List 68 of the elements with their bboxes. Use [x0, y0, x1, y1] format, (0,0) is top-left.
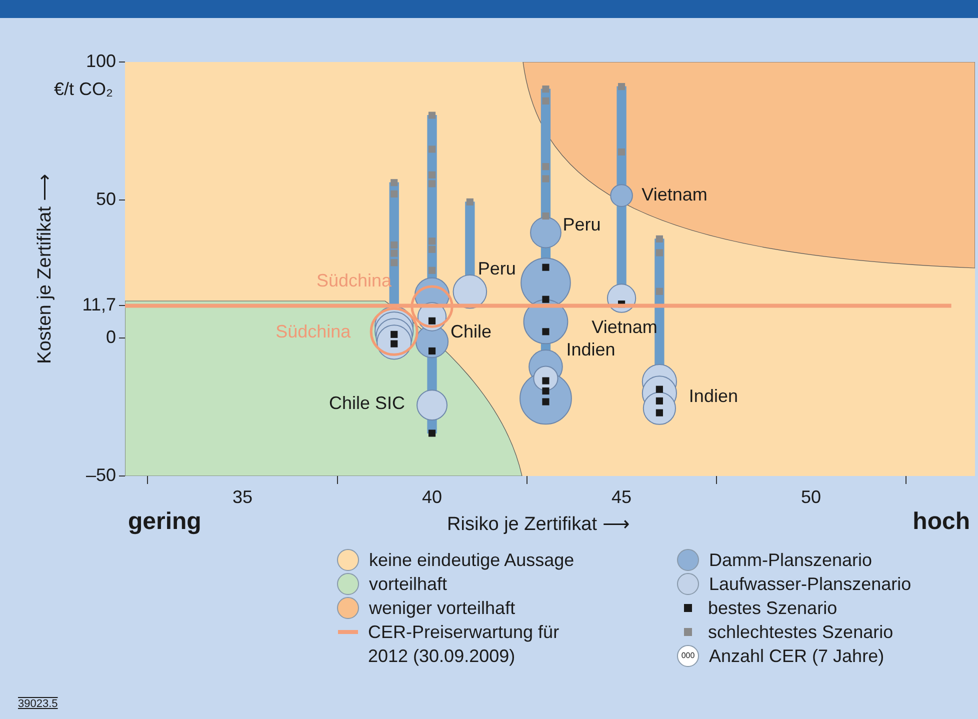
text: hoch: [912, 508, 970, 536]
point: [542, 387, 550, 395]
text: 39023.5: [18, 698, 58, 710]
legend-label: bestes Szenario: [708, 597, 838, 620]
circle-icon: 000: [677, 645, 699, 667]
point: [390, 330, 398, 338]
point: [656, 288, 663, 295]
x-axis-title: Risiko je Zertifikat ⟶: [447, 514, 630, 535]
point: [390, 179, 398, 186]
annotation: Indien: [688, 386, 738, 406]
point: [542, 264, 550, 271]
text: weniger vorteilhaft: [369, 597, 516, 620]
point: [390, 190, 398, 198]
point: [428, 238, 436, 245]
y-tick-label: 50: [96, 188, 116, 209]
point: [390, 241, 398, 249]
legend-label: Laufwasser-Planszenario: [709, 573, 912, 596]
point: [542, 163, 550, 170]
x-tick-label: 45: [612, 486, 632, 507]
point: [542, 328, 550, 336]
point: [618, 148, 626, 156]
y-tick-label: –50: [86, 464, 116, 485]
x-tick-label: 35: [232, 486, 253, 507]
point: [428, 347, 436, 355]
y-tick-label: 0: [106, 326, 116, 347]
y-tick-label: 100: [86, 50, 116, 71]
text: Anzahl CER (7 Jahre): [709, 645, 884, 668]
point: [428, 266, 436, 274]
point: [390, 259, 398, 266]
legend-label: Damm-Planszenario: [709, 549, 872, 572]
annotation: Südchina: [276, 322, 352, 342]
annotation: Peru: [478, 258, 516, 279]
point: [428, 171, 436, 178]
point: [542, 212, 550, 220]
point: [390, 250, 398, 257]
point: [428, 430, 436, 437]
point: [542, 296, 550, 303]
point: [428, 246, 436, 253]
point: [656, 235, 663, 242]
point: [542, 398, 550, 406]
point: [466, 198, 474, 206]
annotation: Indien: [566, 340, 616, 360]
point: [428, 180, 436, 188]
text: €/t CO₂: [54, 78, 113, 99]
annotation: Chile: [450, 322, 492, 342]
x-tick-label: 50: [801, 486, 822, 507]
legend-label: schlechtestes Szenario: [708, 621, 894, 644]
point: [656, 409, 663, 416]
annotation: Vietnam: [642, 184, 708, 205]
point: [542, 175, 550, 182]
text: keine eindeutige Aussage: [369, 549, 574, 572]
point: [656, 386, 663, 393]
point: [428, 112, 436, 119]
x-tick-label: 40: [422, 486, 442, 507]
y-tick-label: 11,7: [82, 294, 116, 315]
point: [542, 97, 550, 104]
y-axis-title: Kosten je Zertifikat ⟶: [34, 174, 56, 364]
point: [656, 397, 663, 404]
annotation: Peru: [562, 214, 601, 235]
point: [428, 146, 436, 153]
point: [390, 340, 398, 348]
text: gering: [128, 508, 202, 536]
text: vorteilhaft: [369, 573, 448, 596]
point: [542, 86, 550, 93]
point: [618, 83, 626, 90]
legend-label: CER-Preiserwartung für 2012 (30.09.2009): [368, 621, 560, 668]
annotation: Chile SIC: [329, 393, 406, 414]
point: [656, 249, 663, 256]
